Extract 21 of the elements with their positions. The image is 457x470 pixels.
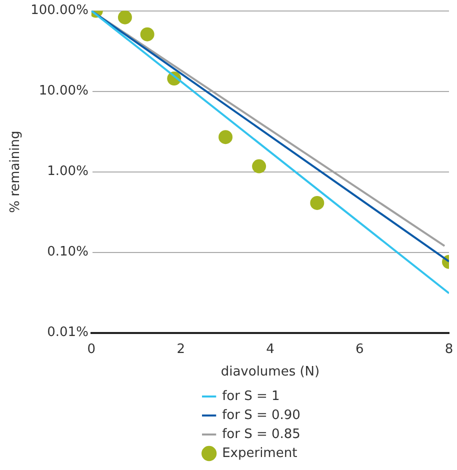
x-tick-label: 6	[355, 342, 364, 357]
x-tick-label: 8	[444, 342, 454, 357]
y-tick-label: 1.00%	[47, 164, 88, 180]
y-axis-title: % remaining	[8, 130, 24, 213]
point	[140, 27, 154, 42]
y-tick-label: 100.00%	[30, 3, 88, 18]
y-tick-label: 10.00%	[38, 84, 88, 99]
y-tick-label: 0.10%	[47, 244, 88, 260]
point	[252, 159, 266, 174]
x-tick-label: 2	[176, 342, 185, 357]
point	[118, 10, 132, 24]
x-tick-label: 4	[266, 342, 274, 357]
point	[310, 196, 324, 210]
x-axis-title: diavolumes (N)	[220, 364, 320, 380]
legend-label: for S = 0.85	[222, 426, 300, 442]
legend-label: for S = 1	[222, 388, 280, 404]
legend-label: for S = 0.90	[222, 408, 300, 423]
y-tick-label: 0.01%	[47, 325, 88, 340]
legend-label: Experiment	[222, 446, 298, 461]
x-tick-label: 0	[87, 342, 96, 357]
point	[218, 130, 233, 144]
